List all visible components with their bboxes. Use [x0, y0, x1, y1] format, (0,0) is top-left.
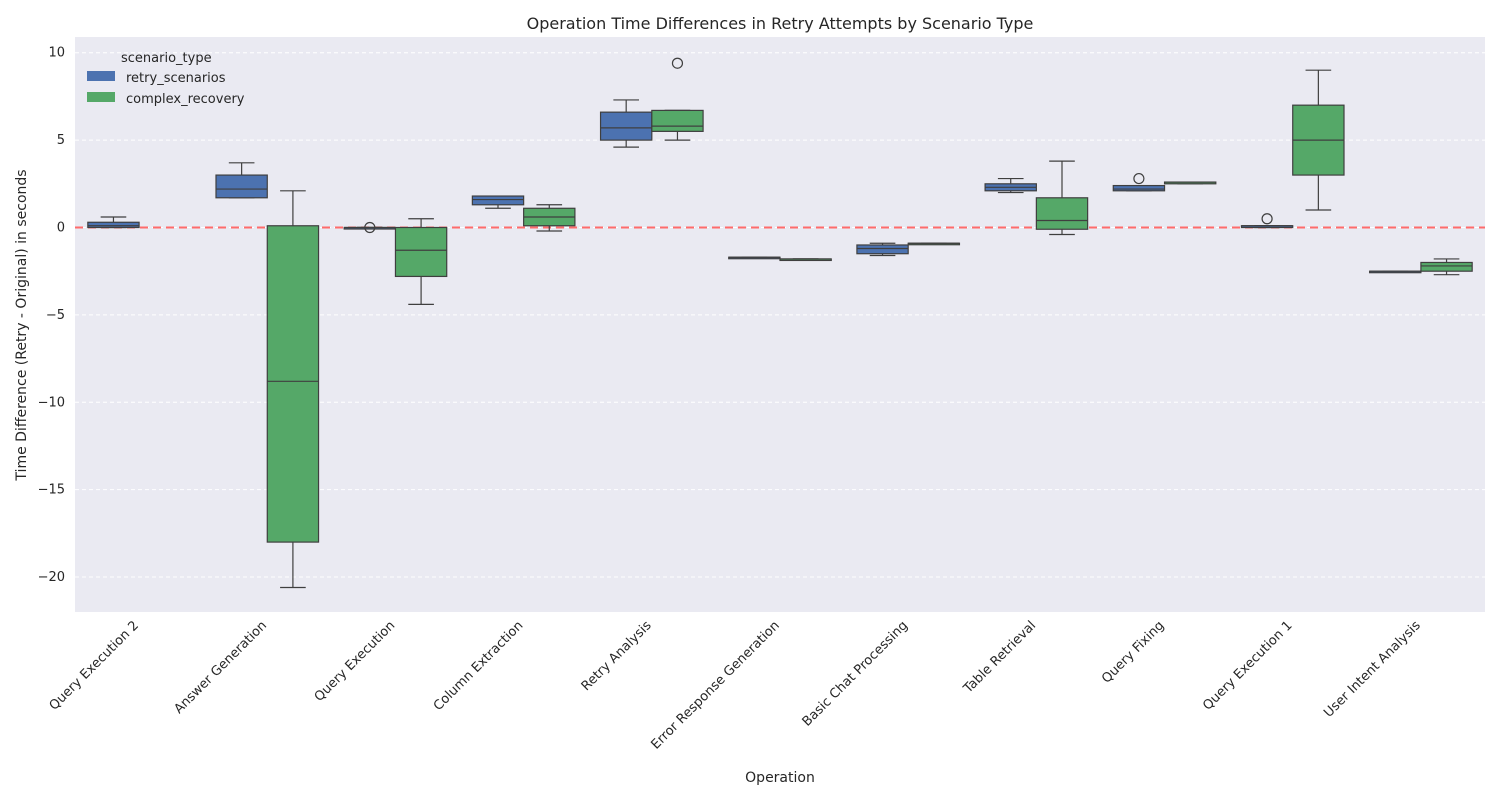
box-complex-recovery: [1163, 181, 1217, 185]
legend-swatch-retry-scenarios: [87, 71, 115, 81]
y-tick-labels: 10 5 0 −5 −10 −15 −20: [38, 46, 65, 585]
box-retry-scenarios: [984, 177, 1037, 194]
box-complex-recovery: [651, 57, 704, 141]
legend-label-complex-recovery: complex_recovery: [126, 92, 245, 107]
outlier-point: [1261, 213, 1273, 225]
iqr-box: [856, 244, 909, 255]
box-retry-scenarios: [856, 242, 909, 257]
iqr-box: [215, 174, 268, 199]
box-retry-scenarios: [728, 256, 781, 260]
iqr-box: [394, 226, 448, 278]
outlier-point: [1133, 172, 1145, 185]
x-tick-label: Answer Generation: [171, 618, 270, 717]
y-axis-label: Time Difference (Retry - Original) in se…: [14, 169, 30, 481]
box-retry-scenarios: [471, 195, 525, 209]
iqr-box: [471, 195, 525, 206]
y-tick-label: 5: [57, 133, 65, 148]
x-tick-label: Table Retrieval: [960, 618, 1039, 697]
y-tick-label: 0: [57, 221, 65, 236]
iqr-box: [1112, 184, 1166, 192]
box-complex-recovery: [1292, 69, 1345, 211]
x-tick-label: Query Fixing: [1099, 618, 1167, 686]
x-tick-label: Query Execution 1: [1200, 618, 1295, 713]
box-retry-scenarios: [87, 216, 140, 229]
box-group: [87, 57, 1473, 589]
box-complex-recovery: [266, 190, 320, 589]
x-axis-label: Operation: [745, 770, 815, 786]
iqr-box: [1035, 197, 1089, 230]
chart-title: Operation Time Differences in Retry Atte…: [527, 14, 1034, 33]
legend: scenario_type retry_scenarios complex_re…: [87, 51, 245, 107]
y-tick-label: −15: [38, 483, 65, 498]
iqr-box: [266, 225, 320, 543]
box-retry-scenarios: [1112, 172, 1166, 192]
legend-title: scenario_type: [121, 51, 212, 66]
x-tick-label: Basic Chat Processing: [800, 618, 911, 729]
box-complex-recovery: [523, 204, 576, 232]
y-tick-label: −20: [38, 570, 65, 585]
x-tick-label: User Intent Analysis: [1321, 618, 1424, 721]
x-tick-label: Retry Analysis: [579, 618, 655, 694]
legend-label-retry-scenarios: retry_scenarios: [126, 71, 226, 86]
y-tick-label: −5: [46, 308, 65, 323]
x-tick-label: Query Execution 2: [47, 618, 142, 713]
iqr-box: [599, 111, 653, 141]
outlier-point: [364, 221, 376, 234]
box-complex-recovery: [1035, 160, 1089, 236]
x-tick-label: Query Execution: [312, 618, 399, 705]
box-retry-scenarios: [599, 99, 653, 148]
x-tick-labels: Query Execution 2 Answer Generation Query …: [47, 618, 1424, 752]
x-tick-label: Column Extraction: [431, 618, 527, 714]
x-tick-label: Error Response Generation: [649, 618, 783, 752]
iqr-box: [651, 109, 704, 132]
box-complex-recovery: [394, 218, 448, 306]
iqr-box: [1420, 261, 1473, 272]
legend-swatch-complex-recovery: [87, 92, 115, 102]
outlier-point: [671, 57, 684, 69]
box-complex-recovery: [779, 258, 832, 262]
box-retry-scenarios: [1369, 270, 1422, 274]
y-tick-label: −10: [38, 395, 65, 410]
box-retry-scenarios: [215, 162, 268, 199]
box-complex-recovery: [907, 242, 961, 246]
box-complex-recovery: [1420, 258, 1473, 276]
y-tick-label: 10: [48, 46, 65, 61]
box-retry-scenarios: [1240, 213, 1294, 229]
iqr-box: [87, 221, 140, 229]
